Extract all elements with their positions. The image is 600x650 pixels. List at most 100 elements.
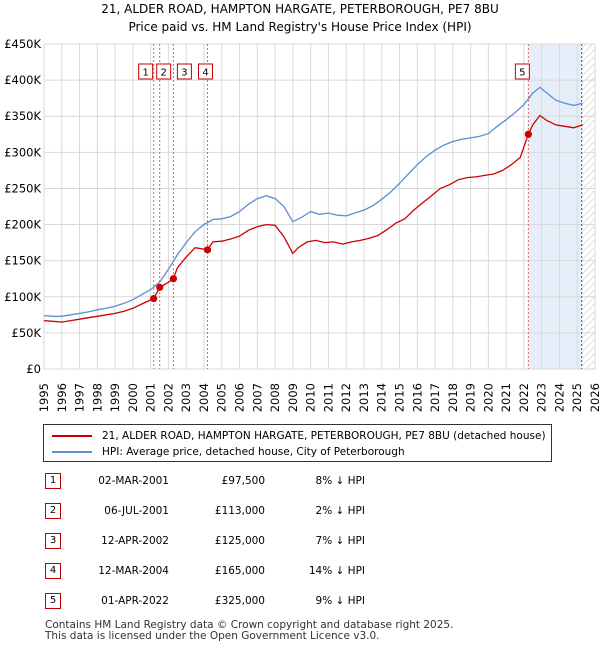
transaction-label-number: 2 (161, 68, 167, 79)
x-tick-label: 2002 (161, 383, 175, 412)
x-tick-label: 2015 (392, 383, 406, 412)
transaction-number-badge: 3 (45, 533, 61, 549)
x-tick-label: 2005 (215, 383, 229, 412)
legend-item-price-paid: 21, ALDER ROAD, HAMPTON HARGATE, PETERBO… (52, 428, 546, 444)
x-tick-label: 2024 (552, 383, 566, 412)
x-tick-label: 2010 (304, 383, 318, 412)
transaction-label-box (138, 63, 154, 80)
legend-item-hpi: HPI: Average price, detached house, City… (52, 444, 405, 460)
x-tick-label: 2018 (446, 383, 460, 412)
y-tick-label: £300K (4, 145, 41, 159)
transaction-price: £113,000 (214, 505, 265, 517)
y-tick-label: £150K (4, 254, 41, 268)
transaction-price: £325,000 (214, 595, 265, 607)
y-tick-label: £350K (4, 109, 41, 123)
transaction-number-badge: 4 (45, 563, 61, 579)
y-tick-label: £0 (26, 362, 41, 376)
y-tick-label: £200K (4, 218, 41, 232)
x-tick-label: 2007 (250, 383, 264, 412)
transaction-point (524, 130, 532, 138)
transaction-label-number: 4 (202, 68, 208, 79)
x-tick-label: 2016 (410, 383, 424, 412)
transaction-hpi-diff: 9% ↓ HPI (315, 595, 365, 607)
x-tick-label: 2014 (375, 383, 389, 412)
price-chart: 1 2 3 4 5 £0 £50K £100K £150K £200K £250K £300K £35… (4, 37, 600, 412)
table-row: 1 02-MAR-2001 £97,500 8% ↓ HPI (43, 473, 373, 503)
transactions-table: 1 02-MAR-2001 £97,500 8% ↓ HPI 2 06-JUL-… (43, 473, 373, 623)
transaction-hpi-diff: 2% ↓ HPI (315, 505, 365, 517)
x-tick-label: 2004 (197, 383, 211, 412)
table-row: 5 01-APR-2022 £325,000 9% ↓ HPI (43, 593, 373, 623)
x-tick-label: 2019 (464, 383, 478, 412)
transaction-label-number: 1 (142, 68, 148, 79)
x-tick-label: 1998 (90, 383, 104, 412)
x-tick-label: 2020 (481, 383, 495, 412)
x-tick-label: 2000 (126, 383, 140, 412)
legend: 21, ALDER ROAD, HAMPTON HARGATE, PETERBO… (43, 424, 552, 462)
chart-subtitle: Price paid vs. HM Land Registry's House … (128, 20, 472, 34)
y-tick-label: £450K (4, 37, 41, 51)
x-tick-label: 1997 (73, 383, 87, 412)
footer-licence: This data is licensed under the Open Gov… (45, 630, 380, 642)
table-row: 2 06-JUL-2001 £113,000 2% ↓ HPI (43, 503, 373, 533)
transaction-number-badge: 1 (45, 473, 61, 489)
transaction-label-box (176, 63, 192, 80)
legend-label-hpi: HPI: Average price, detached house, City… (102, 446, 405, 458)
x-tick-label: 2011 (321, 383, 335, 412)
transaction-label-number: 5 (519, 68, 525, 79)
y-tick-label: £250K (4, 181, 41, 195)
transaction-price: £97,500 (221, 475, 265, 487)
transaction-point (203, 246, 212, 254)
chart-title: 21, ALDER ROAD, HAMPTON HARGATE, PETERBO… (101, 2, 499, 16)
transaction-date: 12-MAR-2004 (98, 565, 169, 577)
transaction-point (156, 283, 164, 291)
x-tick-label: 2017 (428, 383, 442, 412)
transaction-date: 02-MAR-2001 (98, 475, 169, 487)
x-tick-label: 2025 (570, 383, 584, 412)
transaction-label-box (514, 63, 530, 80)
price-paid-line (43, 114, 583, 323)
transaction-price: £165,000 (214, 565, 265, 577)
hpi-line (43, 86, 583, 317)
transaction-hpi-diff: 7% ↓ HPI (315, 535, 365, 547)
recent-period-shade (528, 44, 582, 369)
x-tick-label: 2023 (535, 383, 549, 412)
y-tick-label: £50K (12, 326, 42, 340)
transaction-label-number: 3 (181, 68, 187, 79)
transaction-label-box (156, 63, 172, 80)
transaction-date: 01-APR-2022 (101, 595, 169, 607)
transaction-label-box (198, 63, 214, 80)
x-tick-label: 1996 (55, 383, 69, 412)
transaction-hpi-diff: 14% ↓ HPI (308, 565, 365, 577)
x-tick-label: 2026 (588, 383, 600, 412)
transaction-point (150, 294, 158, 303)
forecast-hatch (581, 44, 595, 369)
x-tick-label: 2008 (268, 383, 282, 412)
transaction-point (169, 275, 177, 283)
transaction-number-badge: 2 (45, 503, 61, 519)
footer: Contains HM Land Registry data © Crown c… (45, 620, 453, 642)
transaction-hpi-diff: 8% ↓ HPI (315, 475, 365, 487)
transaction-price: £125,000 (214, 535, 265, 547)
x-tick-label: 1995 (37, 383, 51, 412)
transaction-date: 06-JUL-2001 (104, 505, 169, 517)
x-tick-label: 2003 (179, 383, 193, 412)
legend-label-price-paid: 21, ALDER ROAD, HAMPTON HARGATE, PETERBO… (102, 430, 546, 442)
x-tick-label: 2006 (233, 383, 247, 412)
x-tick-label: 2013 (357, 383, 371, 412)
footer-copyright: Contains HM Land Registry data © Crown c… (45, 619, 454, 631)
transaction-date: 12-APR-2002 (101, 535, 169, 547)
x-tick-label: 2001 (144, 383, 158, 412)
x-tick-label: 2012 (339, 383, 353, 412)
y-tick-label: £400K (4, 73, 41, 87)
x-tick-label: 2021 (499, 383, 513, 412)
transaction-number-badge: 5 (45, 593, 61, 609)
table-row: 3 12-APR-2002 £125,000 7% ↓ HPI (43, 533, 373, 563)
legend-swatch-red (52, 435, 92, 437)
y-tick-label: £100K (4, 290, 41, 304)
x-tick-label: 1999 (108, 383, 122, 412)
x-tick-label: 2009 (286, 383, 300, 412)
x-tick-label: 2022 (517, 383, 531, 412)
legend-swatch-blue (52, 451, 92, 453)
table-row: 4 12-MAR-2004 £165,000 14% ↓ HPI (43, 563, 373, 593)
